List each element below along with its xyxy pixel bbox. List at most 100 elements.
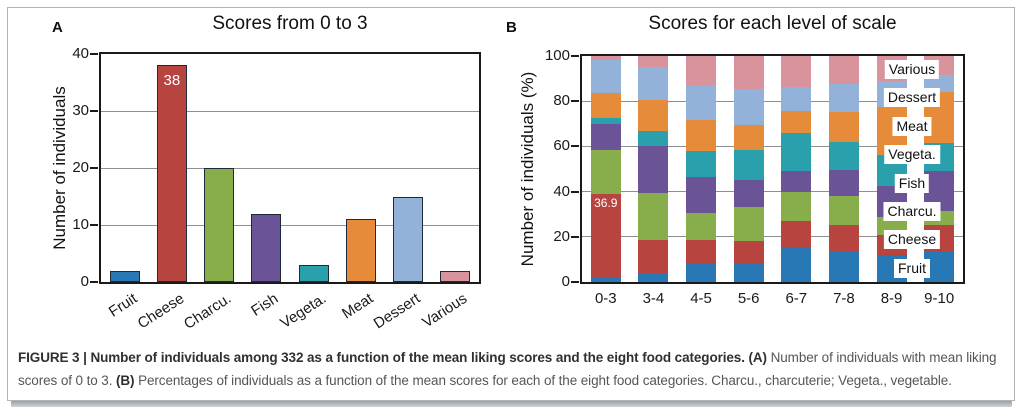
segment-4-5-vegeta: [686, 150, 717, 177]
y-tick-mark-20: [90, 167, 98, 169]
x-tick-label-4-5: 4-5: [690, 290, 712, 307]
legend-item-various: Various: [884, 60, 940, 79]
segment-4-5-fruit: [686, 264, 717, 282]
caption-text-a: Number of individuals with mean liking s…: [18, 350, 997, 388]
y-tick-mark-30: [90, 110, 98, 112]
y-tick-label-0: 0: [80, 273, 89, 290]
segment-6-7-cheese: [781, 220, 812, 249]
stacked-bar-5-6: [733, 56, 764, 282]
legend-item-charcu: Charcu.: [883, 202, 941, 221]
segment-4-5-charcu: [686, 212, 717, 241]
segment-6-7-various: [781, 56, 812, 88]
caption-marker-b: (B): [116, 373, 135, 388]
segment-7-8-dessert: [828, 83, 859, 113]
stacked-bar-0-3: 36.9: [590, 56, 621, 282]
stacked-bar-4-5: [686, 56, 717, 282]
segment-7-8-fish: [828, 170, 859, 197]
figure-border: [7, 7, 1015, 401]
y-tick-mark-10: [90, 224, 98, 226]
y-tick-mark-60: [571, 145, 579, 148]
gridline-80: [582, 100, 963, 102]
segment-5-6-meat: [733, 125, 764, 150]
panel-b-label: B: [506, 19, 517, 36]
x-tick-label-7-8: 7-8: [833, 290, 855, 307]
segment-3-4-various: [638, 56, 669, 67]
bar-vegeta: [298, 264, 329, 282]
x-tick-label-8-9: 8-9: [880, 290, 903, 307]
segment-6-7-meat: [781, 110, 812, 133]
figure-caption: FIGURE 3 | Number of individuals among 3…: [18, 346, 1008, 392]
segment-3-4-cheese: [638, 240, 669, 273]
panel-a-bars: 38: [101, 54, 479, 282]
gridline-30: [101, 110, 479, 112]
segment-6-7-vegeta: [781, 132, 812, 172]
bar-cheese: 38: [156, 65, 187, 282]
segment-0-3-various: [590, 56, 621, 61]
legend-item-meat: Meat: [892, 116, 932, 136]
y-tick-label-10: 10: [72, 216, 89, 233]
legend-item-cheese: Cheese: [883, 230, 941, 250]
segment-7-8-fruit: [828, 250, 859, 282]
segment-7-8-various: [828, 56, 859, 84]
segment-5-6-fish: [733, 180, 764, 208]
panel-b-bars: 36.9: [582, 56, 963, 282]
panel-b-plot: 0 20 40 60 80 100 36.9 0-3 3-4 4-5 5-6 6-7 7-8 8-9 9-1…: [545, 47, 965, 307]
caption-figure-lead: FIGURE 3 | Number of individuals among 3…: [18, 350, 745, 365]
legend-item-dessert: Dessert: [883, 88, 941, 108]
bar-fruit: [109, 270, 140, 282]
segment-0-3-charcu: [590, 150, 621, 195]
segment-0-3-fruit: [590, 277, 621, 282]
y-tick-mark-40: [571, 190, 579, 193]
y-tick-label-40: 40: [553, 182, 570, 200]
y-tick-mark-100: [571, 55, 579, 58]
gridline-20: [582, 236, 963, 238]
segment-4-5-meat: [686, 119, 717, 151]
gridline-40: [582, 191, 963, 193]
x-tick-label-3-4: 3-4: [642, 290, 665, 307]
segment-3-4-dessert: [638, 66, 669, 100]
gridline-10: [101, 224, 479, 226]
segment-0-3-cheese: 36.9: [590, 194, 621, 278]
y-tick-mark-20: [571, 235, 579, 238]
legend-item-fish: Fish: [894, 173, 930, 193]
y-tick-mark-0: [90, 281, 98, 283]
y-tick-mark-80: [571, 100, 579, 103]
y-tick-label-20: 20: [553, 227, 570, 245]
segment-5-6-vegeta: [733, 149, 764, 181]
segment-3-4-charcu: [638, 193, 669, 241]
segment-value-label: 36.9: [594, 196, 618, 211]
segment-4-5-dessert: [686, 85, 717, 120]
bottom-shadow: [11, 401, 1012, 407]
y-tick-label-60: 60: [553, 137, 570, 155]
segment-0-3-fish: [590, 124, 621, 151]
segment-7-8-charcu: [828, 196, 859, 225]
bar-meat: [345, 219, 376, 282]
y-tick-mark-0: [571, 281, 579, 283]
y-tick-mark-40: [90, 53, 98, 55]
segment-3-4-fish: [638, 145, 669, 194]
y-tick-label-100: 100: [544, 47, 570, 64]
y-tick-label-40: 40: [72, 45, 89, 62]
segment-5-6-cheese: [733, 240, 764, 264]
segment-4-5-cheese: [686, 240, 717, 265]
segment-0-3-vegeta: [590, 117, 621, 125]
segment-3-4-fruit: [638, 272, 669, 282]
segment-5-6-charcu: [733, 207, 764, 241]
panel-a-title: Scores from 0 to 3: [212, 13, 368, 34]
gridline-20: [101, 167, 479, 169]
bar-various: [440, 270, 471, 282]
y-tick-label-0: 0: [561, 273, 570, 290]
segment-5-6-fruit: [733, 263, 764, 282]
panel-a-label: A: [52, 19, 63, 36]
y-tick-label-20: 20: [72, 159, 89, 176]
y-tick-label-30: 30: [72, 102, 89, 119]
x-tick-label-0-3: 0-3: [594, 290, 617, 307]
stacked-bar-3-4: [638, 56, 669, 282]
caption-text-b: Percentages of individuals as a function…: [134, 373, 952, 388]
segment-5-6-various: [733, 56, 764, 90]
legend-item-fruit: Fruit: [894, 258, 930, 278]
segment-7-8-vegeta: [828, 142, 859, 171]
panel-b-title: Scores for each level of scale: [648, 13, 897, 34]
legend-item-vegeta: Vegeta.: [884, 145, 940, 165]
segment-6-7-charcu: [781, 191, 812, 221]
